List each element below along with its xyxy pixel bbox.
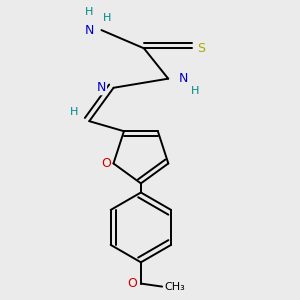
- Text: N: N: [97, 81, 106, 94]
- Text: O: O: [127, 277, 137, 290]
- Text: N: N: [85, 24, 94, 37]
- Text: H: H: [191, 86, 200, 96]
- Text: CH₃: CH₃: [164, 282, 185, 292]
- Text: H: H: [85, 7, 94, 17]
- Text: H: H: [103, 13, 112, 23]
- Text: O: O: [101, 157, 111, 170]
- Text: H: H: [70, 107, 78, 117]
- Text: S: S: [198, 42, 206, 55]
- Text: N: N: [179, 72, 188, 85]
